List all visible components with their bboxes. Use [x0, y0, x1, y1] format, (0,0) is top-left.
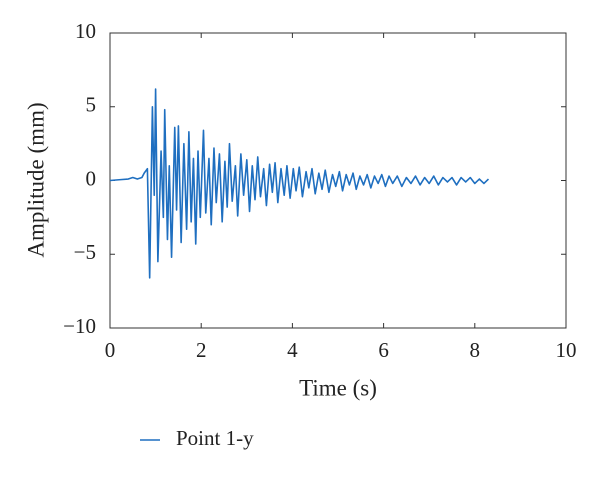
x-tick-label: 10 — [556, 338, 577, 362]
y-tick-label: 0 — [86, 166, 97, 190]
y-tick-label: 10 — [75, 19, 96, 43]
x-tick-label: 8 — [470, 338, 481, 362]
legend-label: Point 1-y — [176, 426, 254, 450]
y-tick-label: −10 — [63, 314, 96, 338]
y-tick-label: 5 — [86, 93, 97, 117]
data-line — [109, 88, 490, 279]
x-tick-label: 4 — [287, 338, 298, 362]
x-tick-label: 6 — [378, 338, 389, 362]
y-tick-label: −5 — [74, 240, 96, 264]
x-axis-label: Time (s) — [299, 375, 377, 400]
x-tick-label: 0 — [105, 338, 116, 362]
x-tick-label: 2 — [196, 338, 207, 362]
y-axis-label: Amplitude (mm) — [23, 102, 48, 257]
